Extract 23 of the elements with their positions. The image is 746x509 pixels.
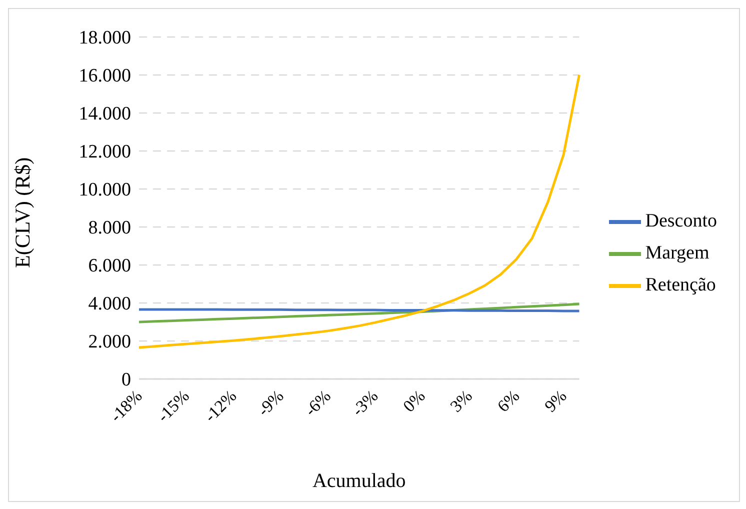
x-tick-label: 0%	[399, 386, 429, 416]
legend-label: Margem	[645, 242, 710, 264]
y-tick-label: 4.000	[88, 294, 131, 315]
x-tick-label: -3%	[348, 386, 382, 420]
y-tick-label: 16.000	[78, 66, 131, 87]
y-tick-label: 8.000	[88, 218, 131, 239]
y-tick-label: 6.000	[88, 256, 131, 277]
y-tick-label: 18.000	[78, 28, 131, 49]
legend-label: Retenção	[645, 274, 716, 296]
x-tick-label: -9%	[254, 386, 288, 420]
y-tick-label: 14.000	[78, 104, 131, 125]
x-tick-label: 9%	[540, 386, 570, 416]
x-tick-label: -6%	[301, 386, 334, 420]
legend-label: Desconto	[645, 210, 717, 232]
y-tick-label: 2.000	[88, 332, 131, 353]
y-tick-label: 12.000	[78, 142, 131, 163]
y-tick-label: 10.000	[78, 180, 131, 201]
x-tick-label: 6%	[494, 386, 524, 416]
x-tick-label: 3%	[446, 386, 476, 416]
y-tick-label: 0	[122, 370, 131, 391]
x-axis-title: Acumulado	[312, 470, 406, 492]
line-series	[138, 74, 580, 349]
y-axis-title: E(CLV) (R$)	[10, 157, 34, 268]
